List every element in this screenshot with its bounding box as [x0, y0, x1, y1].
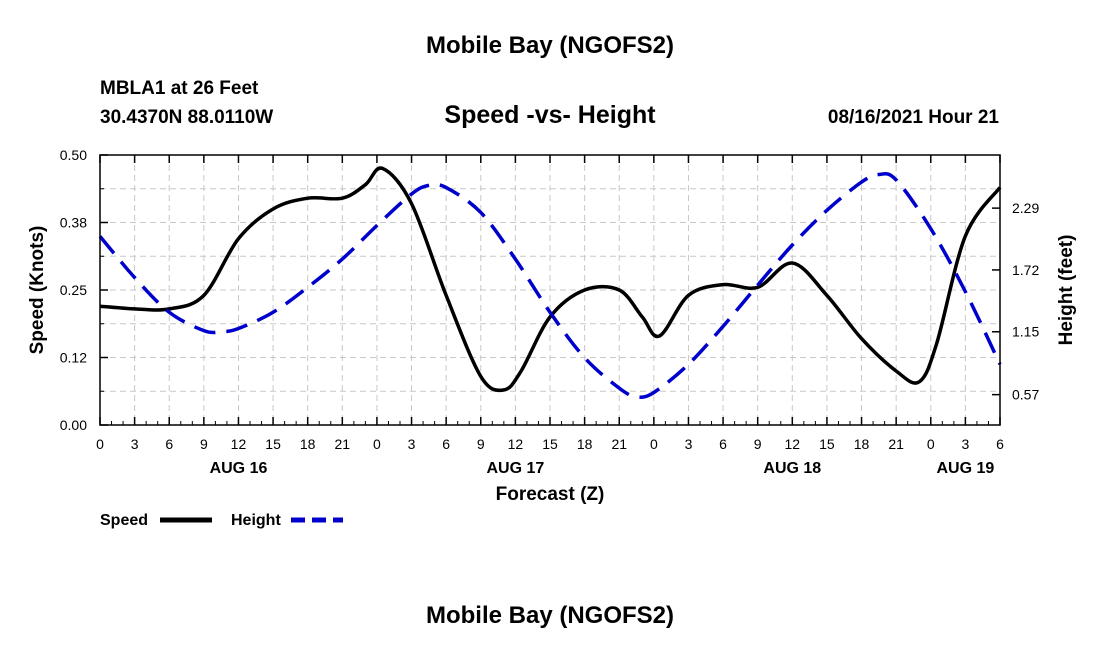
x-tick-label: 9: [477, 436, 485, 452]
x-tick-label: 6: [442, 436, 450, 452]
legend: Speed Height: [100, 512, 343, 529]
x-tick-label: 12: [508, 436, 524, 452]
grid-lines: [100, 155, 1000, 425]
day-label: AUG 16: [210, 460, 268, 477]
axes: 0 3 6 9 12 15 18 21 0 3 6 9 12 15 18 21 0 3 6 9 12 15 18 21 0 3 6A…: [60, 147, 1040, 477]
y2-tick-label: 1.72: [1012, 262, 1039, 278]
y-tick-label: 0.12: [60, 350, 87, 366]
y2-tick-label: 2.29: [1012, 200, 1039, 216]
day-label: AUG 18: [763, 460, 821, 477]
station-coordinates: 30.4370N 88.0110W: [100, 107, 274, 128]
x-tick-label: 0: [650, 436, 658, 452]
x-tick-label: 15: [819, 436, 835, 452]
x-tick-label: 21: [611, 436, 627, 452]
x-tick-label: 3: [131, 436, 139, 452]
y2-tick-label: 1.15: [1012, 324, 1039, 340]
x-tick-label: 9: [200, 436, 208, 452]
x-tick-label: 18: [300, 436, 316, 452]
x-tick-label: 21: [335, 436, 351, 452]
x-tick-label: 18: [577, 436, 593, 452]
x-tick-label: 15: [542, 436, 558, 452]
day-label: AUG 17: [486, 460, 544, 477]
x-tick-label: 3: [961, 436, 969, 452]
y2-axis-title: Height (feet): [1056, 235, 1077, 346]
x-tick-label: 0: [96, 436, 104, 452]
chart-subtitle: Speed -vs- Height: [444, 101, 656, 129]
legend-label-height: Height: [231, 512, 281, 529]
station-label: MBLA1 at 26 Feet: [100, 78, 259, 99]
y-tick-label: 0.38: [60, 215, 87, 231]
day-label: AUG 19: [936, 460, 994, 477]
chart-main-title: Mobile Bay (NGOFS2): [425, 32, 675, 59]
y-tick-label: 0.00: [60, 417, 87, 433]
x-tick-label: 0: [373, 436, 381, 452]
series-lines: [98, 166, 1002, 399]
x-tick-label: 6: [719, 436, 727, 452]
x-tick-label: 0: [927, 436, 935, 452]
height-series-line: [98, 171, 1002, 399]
x-tick-label: 12: [785, 436, 801, 452]
chart-footer-title: Mobile Bay (NGOFS2): [425, 602, 675, 629]
x-tick-label: 6: [165, 436, 173, 452]
x-tick-label: 9: [754, 436, 762, 452]
x-tick-label: 15: [265, 436, 281, 452]
speed-series-line: [99, 166, 1002, 393]
legend-label-speed: Speed: [100, 512, 148, 529]
x-tick-label: 3: [685, 436, 693, 452]
x-tick-label: 12: [231, 436, 247, 452]
forecast-datetime: 08/16/2021 Hour 21: [827, 107, 999, 128]
y-tick-label: 0.25: [60, 282, 87, 298]
x-tick-label: 18: [854, 436, 870, 452]
y2-tick-label: 0.57: [1012, 387, 1039, 403]
y-axis-title: Speed (Knots): [27, 226, 48, 355]
x-tick-label: 21: [888, 436, 904, 452]
x-tick-label: 6: [996, 436, 1004, 452]
x-tick-label: 3: [408, 436, 416, 452]
y-tick-label: 0.50: [60, 147, 87, 163]
x-axis-title: Forecast (Z): [496, 484, 605, 505]
